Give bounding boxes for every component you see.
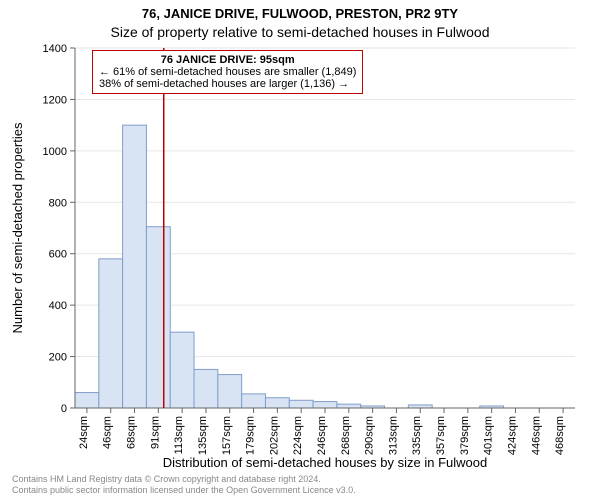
svg-text:800: 800 [49,197,67,209]
histogram-bar [218,375,242,408]
x-axis-label: Distribution of semi-detached houses by … [75,455,575,470]
svg-text:246sqm: 246sqm [316,416,328,455]
svg-text:157sqm: 157sqm [221,416,233,455]
title-desc: Size of property relative to semi-detach… [0,24,600,40]
svg-text:379sqm: 379sqm [459,416,471,455]
footer-line2: Contains public sector information licen… [12,485,356,496]
annotation-box: 76 JANICE DRIVE: 95sqm ← 61% of semi-det… [92,50,363,94]
svg-text:313sqm: 313sqm [387,416,399,455]
svg-text:1000: 1000 [43,146,67,158]
svg-text:113sqm: 113sqm [173,416,185,454]
svg-text:46sqm: 46sqm [102,416,114,449]
histogram-bar [75,393,99,408]
histogram-bar [337,404,361,408]
y-axis-label: Number of semi-detached properties [10,48,25,408]
svg-text:68sqm: 68sqm [126,416,138,449]
svg-text:91sqm: 91sqm [149,416,161,449]
svg-text:135sqm: 135sqm [197,416,209,455]
histogram-bar [313,402,337,408]
histogram-bar [265,398,289,408]
svg-text:179sqm: 179sqm [245,416,257,455]
chart-container: 76, JANICE DRIVE, FULWOOD, PRESTON, PR2 … [0,0,600,500]
footer: Contains HM Land Registry data © Crown c… [12,474,356,496]
svg-text:401sqm: 401sqm [483,416,495,455]
svg-text:290sqm: 290sqm [364,416,376,455]
histogram-svg: 020040060080010001200140024sqm46sqm68sqm… [75,48,575,448]
svg-text:1400: 1400 [43,43,67,55]
svg-text:224sqm: 224sqm [292,416,304,455]
svg-text:1200: 1200 [43,94,67,106]
histogram-bar [99,259,123,408]
annotation-row-larger: 38% of semi-detached houses are larger (… [99,78,356,90]
histogram-bar [123,125,147,408]
svg-text:202sqm: 202sqm [268,416,280,455]
svg-text:335sqm: 335sqm [411,416,423,455]
svg-text:600: 600 [49,249,67,261]
plot-area: 020040060080010001200140024sqm46sqm68sqm… [75,48,575,408]
svg-text:0: 0 [61,403,67,415]
svg-text:468sqm: 468sqm [554,416,566,455]
svg-text:446sqm: 446sqm [530,416,542,455]
annotation-row-smaller: ← 61% of semi-detached houses are smalle… [99,66,356,78]
histogram-bar [289,400,313,408]
svg-text:24sqm: 24sqm [78,416,90,449]
histogram-bar [146,227,170,408]
annotation-header: 76 JANICE DRIVE: 95sqm [99,54,356,66]
histogram-bar [242,394,266,408]
svg-text:424sqm: 424sqm [506,416,518,455]
title-address: 76, JANICE DRIVE, FULWOOD, PRESTON, PR2 … [0,6,600,21]
svg-text:400: 400 [49,300,67,312]
histogram-bar [170,332,194,408]
svg-text:268sqm: 268sqm [340,416,352,455]
histogram-bar [194,369,218,408]
svg-text:357sqm: 357sqm [435,416,447,455]
svg-text:200: 200 [49,352,67,364]
footer-line1: Contains HM Land Registry data © Crown c… [12,474,356,485]
